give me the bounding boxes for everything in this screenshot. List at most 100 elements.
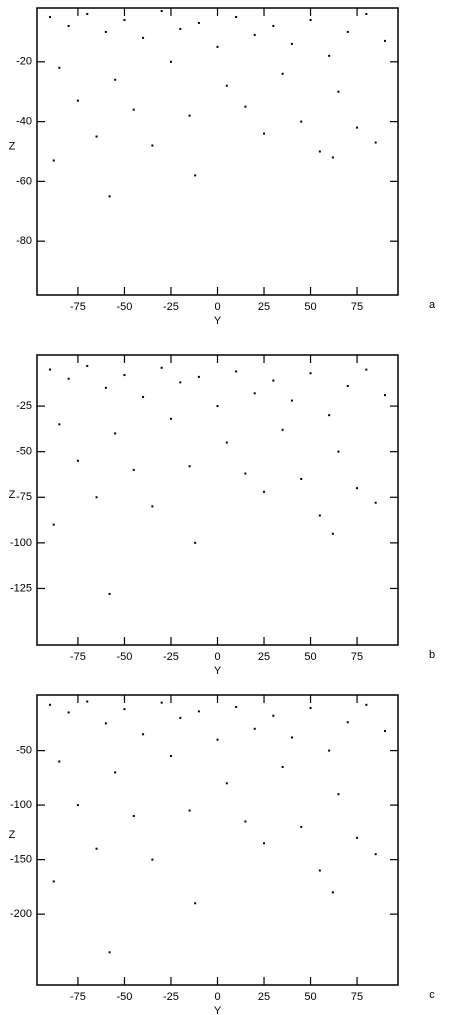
- dot: [235, 15, 238, 18]
- x-tick-label: 75: [351, 301, 363, 313]
- dot: [263, 490, 266, 493]
- dot: [151, 858, 154, 861]
- y-axis-label: Z: [9, 829, 16, 841]
- dot: [169, 755, 172, 758]
- dot: [356, 487, 359, 490]
- x-tick-label: -50: [117, 651, 133, 663]
- dot: [52, 159, 55, 162]
- dot: [114, 771, 117, 774]
- dot: [331, 532, 334, 535]
- dot: [300, 825, 303, 828]
- dot: [309, 18, 312, 21]
- dot: [346, 30, 349, 33]
- dot: [160, 701, 163, 704]
- dot: [179, 716, 182, 719]
- y-tick-label: -60: [16, 175, 32, 187]
- x-tick-label: 50: [304, 991, 316, 1003]
- dot: [188, 465, 191, 468]
- y-tick-label: -100: [10, 537, 32, 549]
- dot: [108, 951, 111, 954]
- x-tick-label: -25: [163, 991, 179, 1003]
- x-tick-label: 0: [214, 651, 220, 663]
- dot: [383, 729, 386, 732]
- dot: [76, 459, 79, 462]
- dot: [225, 84, 228, 87]
- dot: [194, 174, 197, 177]
- dot: [290, 399, 293, 402]
- dot: [197, 710, 200, 713]
- dot: [194, 902, 197, 905]
- dot: [318, 514, 321, 517]
- y-tick-label: -200: [10, 908, 32, 920]
- dot: [374, 501, 377, 504]
- dot: [76, 804, 79, 807]
- dot: [374, 141, 377, 144]
- dot: [160, 9, 163, 12]
- dot: [95, 135, 98, 138]
- dot: [95, 496, 98, 499]
- dot: [197, 375, 200, 378]
- dot: [52, 880, 55, 883]
- dot: [108, 195, 111, 198]
- x-tick-label: -25: [163, 651, 179, 663]
- dot: [337, 90, 340, 93]
- dot: [263, 132, 266, 135]
- dot: [151, 505, 154, 508]
- x-tick-label: -50: [117, 991, 133, 1003]
- x-tick-label: 25: [258, 301, 270, 313]
- dot: [281, 428, 284, 431]
- dot: [142, 36, 145, 39]
- x-tick-label: 0: [214, 301, 220, 313]
- dot: [309, 372, 312, 375]
- dot: [179, 381, 182, 384]
- dot: [49, 703, 52, 706]
- dot: [216, 738, 219, 741]
- dot: [67, 377, 70, 380]
- y-tick-label: -25: [16, 400, 32, 412]
- dot: [86, 12, 89, 15]
- dot: [300, 478, 303, 481]
- dot: [86, 364, 89, 367]
- dot: [253, 33, 256, 36]
- dot: [244, 820, 247, 823]
- x-tick-label: 50: [304, 301, 316, 313]
- dot: [169, 60, 172, 63]
- y-tick-label: -100: [10, 799, 32, 811]
- x-axis-label: Y: [214, 665, 222, 677]
- dot: [328, 54, 331, 57]
- dot: [76, 99, 79, 102]
- panel-label: b: [429, 649, 435, 661]
- dot: [365, 703, 368, 706]
- dot: [356, 126, 359, 129]
- dot: [123, 18, 126, 21]
- dot: [151, 144, 154, 147]
- x-tick-label: 75: [351, 991, 363, 1003]
- dot: [290, 736, 293, 739]
- dot: [104, 722, 107, 725]
- dot: [58, 66, 61, 69]
- x-tick-label: -75: [70, 991, 86, 1003]
- dot: [188, 114, 191, 117]
- y-tick-label: -50: [16, 446, 32, 458]
- dot: [318, 869, 321, 872]
- dot: [244, 472, 247, 475]
- dot: [123, 708, 126, 711]
- dot: [67, 24, 70, 27]
- dot: [290, 42, 293, 45]
- dot: [383, 39, 386, 42]
- dot: [58, 423, 61, 426]
- dot: [272, 379, 275, 382]
- dot: [281, 72, 284, 75]
- dot: [108, 592, 111, 595]
- panel-label: a: [429, 299, 436, 311]
- dot: [197, 21, 200, 24]
- dot: [253, 727, 256, 730]
- dot: [169, 417, 172, 420]
- dot: [95, 847, 98, 850]
- dot: [114, 78, 117, 81]
- dot: [318, 150, 321, 153]
- dot: [86, 700, 89, 703]
- dot: [52, 523, 55, 526]
- dot: [132, 468, 135, 471]
- dot: [49, 368, 52, 371]
